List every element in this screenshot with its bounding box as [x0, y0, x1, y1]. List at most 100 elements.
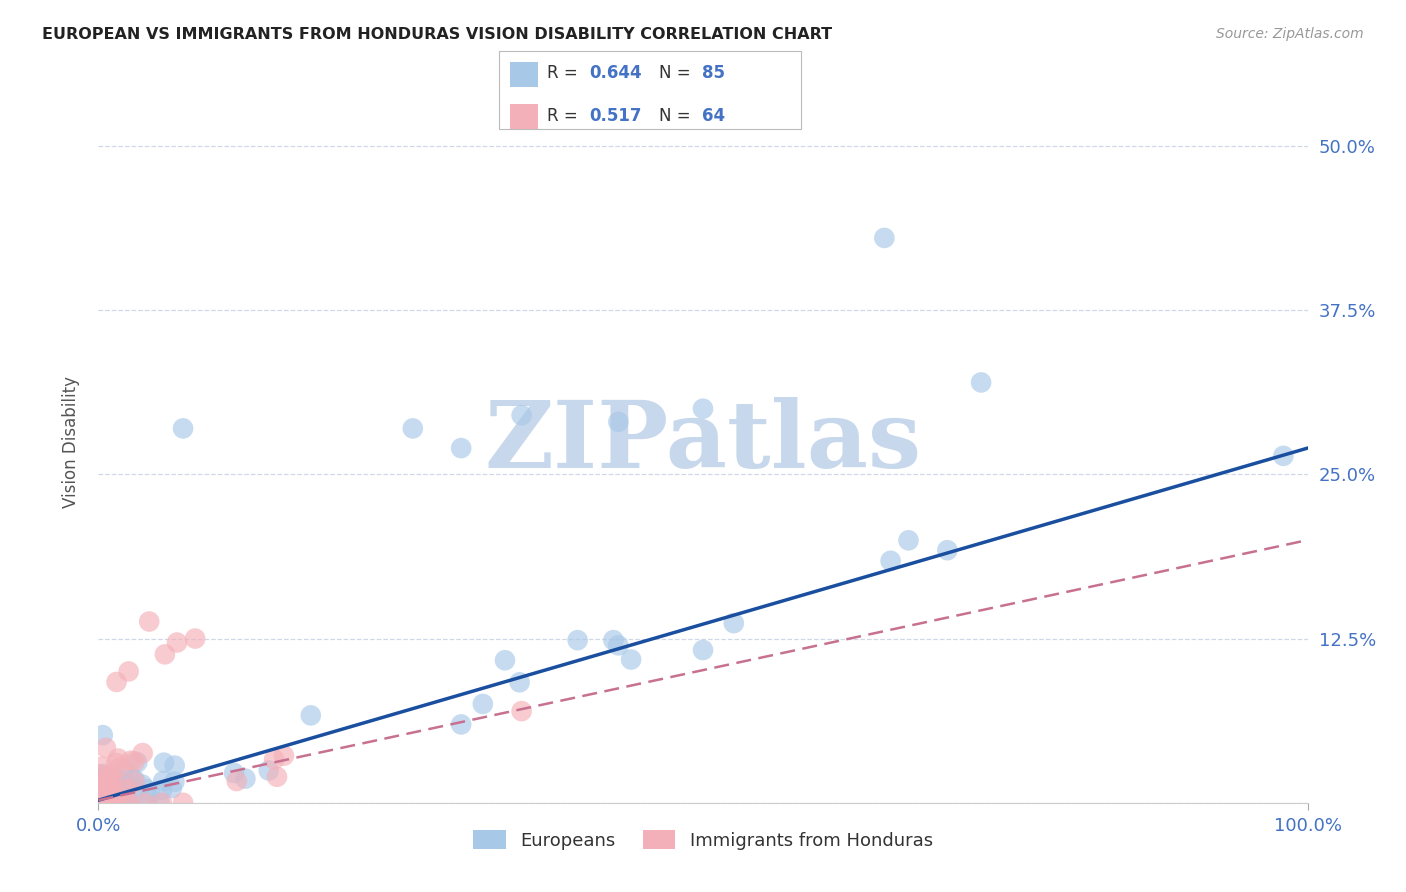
Point [136, 796, 159, 810]
Point [107, 785, 129, 799]
Point [107, 780, 129, 795]
Point [89, 796, 111, 810]
Point [166, 635, 188, 649]
Point [94, 795, 117, 809]
Point [105, 756, 128, 770]
Point [107, 796, 129, 810]
Point [103, 796, 125, 810]
Text: Source: ZipAtlas.com: Source: ZipAtlas.com [1216, 27, 1364, 41]
Point [723, 616, 745, 631]
Text: R =: R = [547, 107, 583, 125]
Point [117, 778, 139, 792]
Point [273, 748, 295, 763]
Point [90, 796, 112, 810]
Point [91, 796, 114, 810]
Point [91, 796, 114, 810]
Point [107, 796, 129, 810]
Point [89, 779, 111, 793]
Point [98, 791, 121, 805]
Point [266, 770, 288, 784]
Point [124, 775, 146, 789]
Text: 0.644: 0.644 [589, 64, 641, 82]
Point [96, 796, 118, 810]
Text: EUROPEAN VS IMMIGRANTS FROM HONDURAS VISION DISABILITY CORRELATION CHART: EUROPEAN VS IMMIGRANTS FROM HONDURAS VIS… [42, 27, 832, 42]
Point [115, 791, 138, 805]
Point [94, 796, 117, 810]
Point [91, 789, 114, 803]
Point [91, 772, 114, 786]
Point [94, 796, 117, 810]
Point [131, 746, 153, 760]
Point [103, 772, 125, 786]
Point [172, 796, 194, 810]
Point [567, 633, 589, 648]
Point [96, 796, 118, 810]
Point [91, 728, 114, 742]
Point [103, 785, 125, 799]
Point [150, 796, 173, 810]
Point [97, 782, 120, 797]
Point [90, 796, 112, 810]
Point [135, 782, 157, 797]
Point [96, 796, 118, 810]
Point [94, 796, 117, 810]
Point [107, 751, 129, 765]
Point [93, 796, 115, 810]
Point [100, 796, 122, 810]
Point [111, 792, 134, 806]
Point [100, 796, 122, 810]
Point [89, 768, 111, 782]
Legend: Europeans, Immigrants from Honduras: Europeans, Immigrants from Honduras [464, 822, 942, 859]
Point [96, 789, 118, 804]
Point [96, 796, 118, 810]
Text: R =: R = [547, 64, 583, 82]
Point [94, 773, 117, 788]
Point [91, 796, 114, 810]
Point [105, 786, 128, 800]
Point [91, 796, 114, 810]
Point [115, 796, 138, 810]
Text: 0.517: 0.517 [589, 107, 641, 125]
Point [510, 409, 533, 423]
Y-axis label: Vision Disability: Vision Disability [62, 376, 80, 508]
Point [101, 778, 124, 792]
Point [97, 796, 120, 810]
Point [120, 796, 142, 810]
Point [121, 772, 143, 786]
Point [89, 772, 111, 787]
Point [91, 796, 114, 810]
Point [124, 772, 146, 787]
Point [235, 772, 257, 786]
Point [620, 652, 643, 666]
Point [184, 632, 207, 646]
Point [108, 772, 131, 787]
Point [118, 665, 141, 679]
Point [104, 796, 127, 810]
Point [131, 778, 153, 792]
Point [100, 796, 122, 810]
Point [90, 795, 112, 809]
Point [225, 774, 247, 789]
Point [153, 648, 176, 662]
Point [450, 441, 472, 455]
Point [117, 781, 139, 796]
Point [104, 796, 127, 810]
Text: N =: N = [659, 64, 696, 82]
Point [103, 796, 125, 810]
Point [602, 633, 624, 648]
Point [89, 778, 111, 792]
Point [89, 776, 111, 790]
Point [1272, 449, 1295, 463]
Point [138, 615, 160, 629]
Point [91, 779, 114, 793]
Point [107, 788, 129, 802]
Point [103, 796, 125, 810]
Point [90, 796, 112, 810]
Point [93, 796, 115, 810]
Point [112, 764, 135, 778]
Point [879, 554, 901, 568]
Point [91, 779, 114, 793]
Point [114, 789, 136, 804]
Point [897, 533, 920, 548]
Point [257, 764, 280, 778]
